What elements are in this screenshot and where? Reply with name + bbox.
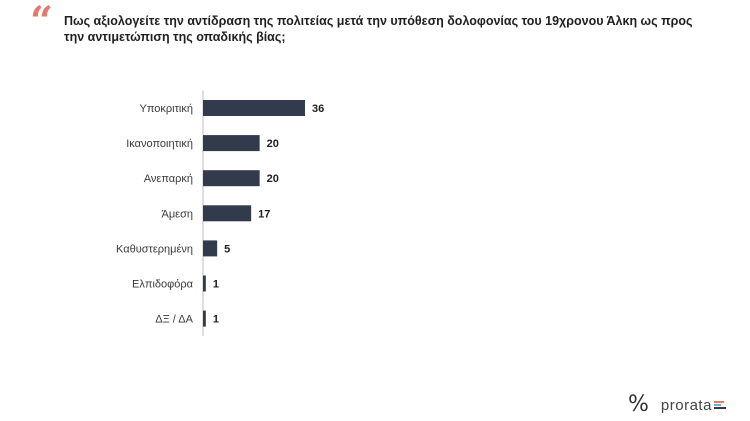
bar xyxy=(203,170,260,187)
value-label: 36 xyxy=(312,103,324,115)
bar xyxy=(203,100,305,116)
value-label: 1 xyxy=(213,279,219,291)
category-label: Καθυστερημένη xyxy=(116,243,193,255)
brand-bars-icon xyxy=(713,401,726,409)
category-label: Ελπιδοφόρα xyxy=(132,279,194,291)
category-label: Άμεση xyxy=(162,208,194,220)
category-label: Υποκριτική xyxy=(140,103,194,115)
value-label: 20 xyxy=(267,138,279,150)
category-label: Ανεπαρκή xyxy=(144,173,193,185)
category-label: ΔΞ / ΔΑ xyxy=(155,314,193,326)
value-label: 5 xyxy=(224,243,230,255)
chart-question: Πως αξιολογείτε την αντίδραση της πολιτε… xyxy=(64,14,693,44)
quote-mark-icon: “ xyxy=(30,0,54,45)
prorata-logo: % prorata xyxy=(628,393,726,417)
category-label: Ικανοποιητική xyxy=(126,138,193,150)
bar xyxy=(203,310,206,327)
bar xyxy=(203,275,206,292)
bar xyxy=(203,240,218,257)
value-label: 1 xyxy=(213,314,219,326)
percent-icon: % xyxy=(628,392,649,417)
bar xyxy=(203,135,260,152)
value-label: 17 xyxy=(258,208,270,220)
bar xyxy=(203,205,252,222)
value-label: 20 xyxy=(267,173,279,185)
brand-name: prorata xyxy=(660,396,712,414)
